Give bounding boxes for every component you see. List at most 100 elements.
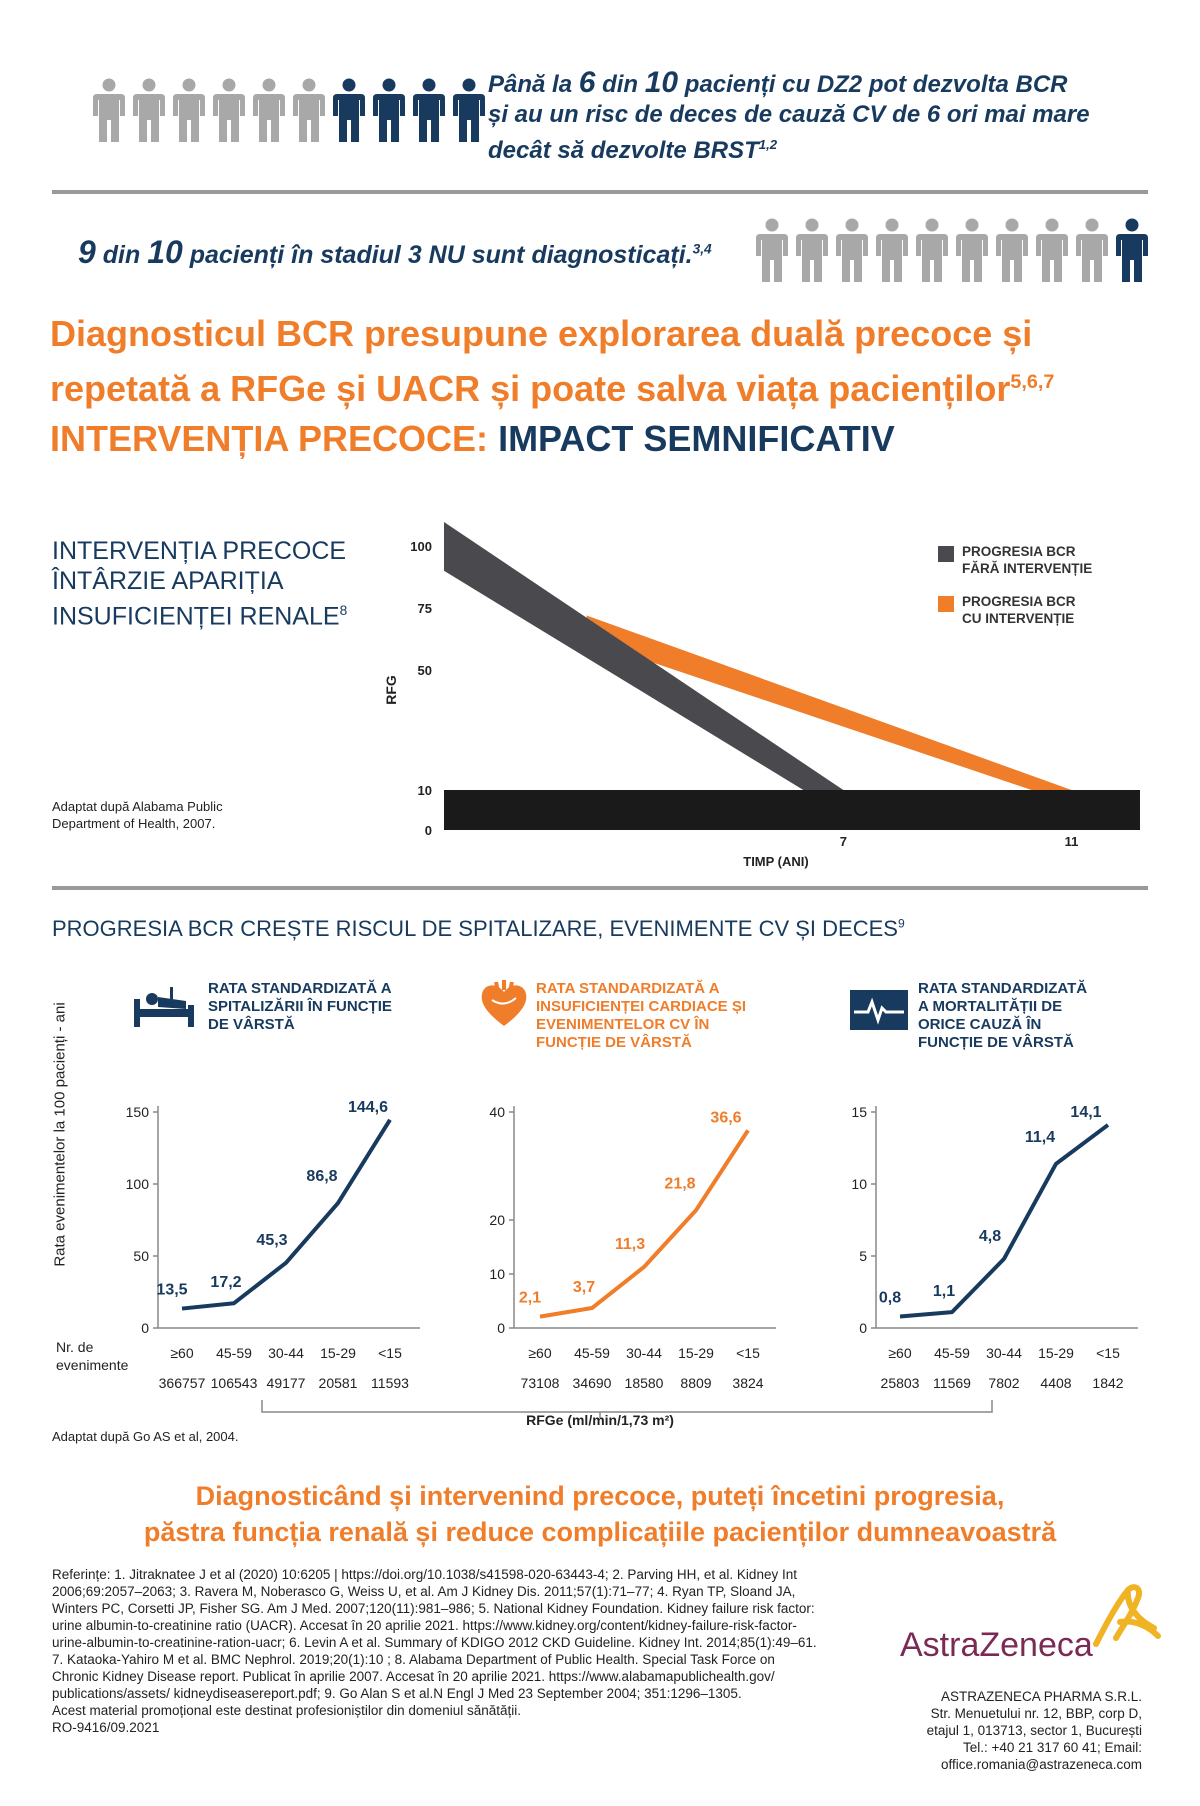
hospital-bed-icon [134,987,194,1027]
chart-mortality-title: RATA STANDARDIZATĂ A MORTALITĂȚII DE ORI… [918,980,1088,1051]
person-icon [333,78,365,142]
data-label: 17,2 [210,1274,241,1291]
person-icon [253,78,285,142]
legend-swatch [938,596,954,612]
y-tick-label: 10 [489,1266,505,1282]
person-icon [93,78,125,142]
x-tick-label: 11 [1065,834,1079,849]
data-label: 1,1 [933,1283,955,1300]
references: Referințe: 1. Jitraknatee J et al (2020)… [52,1566,882,1736]
data-label: 14,1 [1070,1104,1101,1121]
person-icon [916,218,948,282]
x-tick-label: 45-59 [216,1345,252,1361]
data-label: 0,8 [879,1289,901,1306]
person-icon [173,78,205,142]
y-tick-label: 10 [418,783,432,798]
y-tick-label: 100 [126,1176,150,1192]
y-tick-label: 0 [141,1320,149,1336]
y-tick-label: 75 [418,601,432,616]
stat-1-text: Până la 6 din 10 pacienți cu DZ2 pot dez… [488,66,1090,165]
x-tick-label: 45-59 [934,1345,970,1361]
person-icon [1076,218,1108,282]
y-tick-label: 10 [851,1176,867,1192]
x-tick-label: ≥60 [888,1345,911,1361]
y-tick-label: 100 [410,539,432,554]
x-tick-label: 15-29 [678,1345,714,1361]
person-icon [413,78,445,142]
events-count: 366757 [159,1375,206,1391]
person-icon [796,218,828,282]
y-tick-label: 5 [859,1248,867,1264]
x-tick-label: ≥60 [528,1345,551,1361]
events-count-label: Nr. de evenimente [56,1339,129,1373]
series-without-intervention [444,522,844,790]
person-icon [756,218,788,282]
axis-bracket [261,1400,993,1413]
astrazeneca-symbol-icon [1093,1584,1161,1647]
events-count: 34690 [573,1375,612,1391]
series-line [181,1118,392,1311]
heart-icon [481,980,527,1026]
reference-line: Winters PC, Corsetti JP, Fisher SG. Am J… [52,1601,815,1616]
data-label: 3,7 [573,1279,595,1296]
data-label: 86,8 [306,1168,337,1185]
person-icon [876,218,908,282]
events-count: 7802 [988,1375,1019,1391]
person-icon [996,218,1028,282]
company-info: ASTRAZENECA PHARMA S.R.L. Str. Menuetulu… [926,1689,1142,1772]
events-count: 11569 [933,1375,971,1391]
people-icons-row-2 [755,218,1149,282]
y-tick-label: 40 [489,1104,505,1120]
person-icon [836,218,868,282]
stat-2-text: 9 din 10 pacienți în stadiul 3 NU sunt d… [78,234,712,270]
person-icon [956,218,988,282]
reference-line: 2006;69:2057–2063; 3. Ravera M, Noberasc… [52,1584,796,1599]
person-icon [293,78,325,142]
data-label: 144,6 [348,1099,388,1116]
legend-label: CU INTERVENȚIE [962,611,1074,626]
person-icon [1036,218,1068,282]
people-icons-row-1 [92,78,486,142]
section-2-source: Adaptat după Go AS et al, 2004. [52,1429,239,1444]
divider-1 [52,190,1148,194]
y-tick-label: 20 [489,1212,505,1228]
data-label: 13,5 [156,1282,187,1299]
kidney-failure-band [444,790,1140,830]
y-tick-label: 50 [418,663,432,678]
events-count: 4408 [1040,1375,1071,1391]
legend-label: FĂRĂ INTERVENȚIE [962,561,1092,576]
person-icon [373,78,405,142]
y-tick-label: 15 [851,1104,867,1120]
x-axis-title: TIMP (ANI) [743,854,808,869]
person-icon [1116,218,1148,282]
events-count: 73108 [521,1375,560,1391]
x-tick-label: 30-44 [626,1345,662,1361]
data-label: 2,1 [519,1290,541,1307]
x-tick-label: 7 [840,834,847,849]
y-tick-label: 0 [425,823,432,838]
x-tick-label: 30-44 [986,1345,1022,1361]
events-count: 106543 [211,1375,258,1391]
data-label: 11,4 [1025,1129,1055,1146]
section-2-title: PROGRESIA BCR CREȘTE RISCUL DE SPITALIZA… [52,916,905,941]
events-count: 49177 [267,1375,306,1391]
reference-line: Referințe: 1. Jitraknatee J et al (2020)… [52,1567,797,1582]
data-label: 4,8 [979,1228,1001,1245]
x-tick-label: 30-44 [268,1345,304,1361]
y-tick-label: 50 [133,1248,149,1264]
events-count: 20581 [319,1375,358,1391]
legend-swatch [938,546,954,562]
series-line [899,1123,1110,1319]
reference-line: urine-albumin-to-creatinine-ration-uacr;… [52,1635,817,1650]
x-tick-label: ≥60 [170,1345,193,1361]
series-with-intervention [586,615,1072,790]
events-count: 25803 [881,1375,920,1391]
x-tick-label: <15 [736,1345,760,1361]
person-icon [453,78,485,142]
chart-hospitalization-title: RATA STANDARDIZATĂ A SPITALIZĂRII ÎN FUN… [208,980,392,1033]
reference-line: Chronic Kidney Disease report. Publicat … [52,1669,775,1684]
astrazeneca-wordmark: AstraZeneca [900,1626,1093,1664]
y-tick-label: 150 [126,1104,150,1120]
data-label: 36,6 [710,1109,741,1126]
headline: Diagnosticul BCR presupune explorarea du… [50,313,1055,409]
